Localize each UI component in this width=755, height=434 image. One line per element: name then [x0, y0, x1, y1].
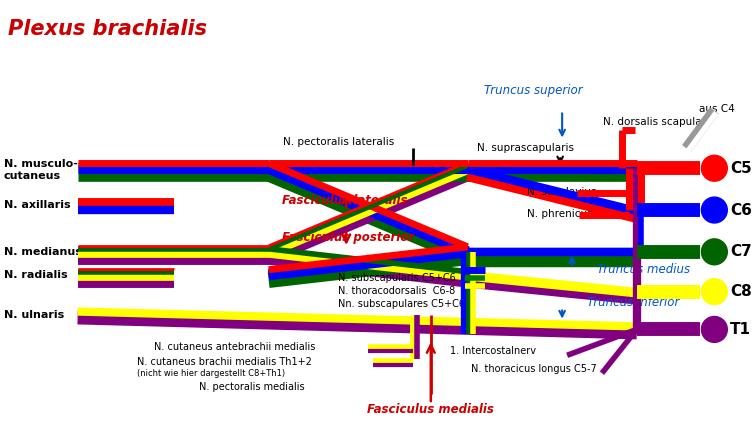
Circle shape [701, 279, 727, 305]
Text: C6: C6 [730, 203, 752, 217]
Circle shape [701, 316, 727, 342]
Text: N. musculo-: N. musculo- [4, 159, 78, 169]
Text: C5: C5 [730, 161, 752, 176]
Text: Fasciculus posterior: Fasciculus posterior [282, 231, 414, 244]
Text: N. cutaneus brachii medialis Th1+2: N. cutaneus brachii medialis Th1+2 [137, 357, 312, 367]
Text: Fasciculus lateralis: Fasciculus lateralis [282, 194, 407, 207]
Text: Truncus inferior: Truncus inferior [587, 296, 680, 309]
Text: T1: T1 [730, 322, 751, 337]
Text: aus C4: aus C4 [699, 104, 735, 114]
Text: N. pectoralis medialis: N. pectoralis medialis [199, 382, 304, 392]
Text: Truncus medius: Truncus medius [597, 263, 690, 276]
Circle shape [701, 155, 727, 181]
Text: N. suprascapularis: N. suprascapularis [477, 143, 574, 153]
Text: N. subclavius: N. subclavius [527, 187, 596, 197]
Text: N. dorsalis scapulae: N. dorsalis scapulae [603, 118, 708, 128]
Text: N. phrenicus: N. phrenicus [527, 209, 593, 219]
Text: Plexus brachialis: Plexus brachialis [8, 19, 207, 39]
Text: N. ulnaris: N. ulnaris [4, 309, 64, 319]
Text: N. medianus: N. medianus [4, 247, 82, 257]
Text: Truncus superior: Truncus superior [484, 84, 583, 97]
Circle shape [701, 239, 727, 265]
Circle shape [701, 197, 727, 223]
Text: N. radialis: N. radialis [4, 270, 68, 279]
Text: C7: C7 [730, 244, 752, 260]
Text: Fasciculus medialis: Fasciculus medialis [368, 402, 495, 415]
Text: N. axillaris: N. axillaris [4, 200, 71, 210]
Text: Nn. subscapulares C5+C6: Nn. subscapulares C5+C6 [338, 299, 465, 309]
Text: N. subscapularis C5+C6: N. subscapularis C5+C6 [338, 273, 456, 283]
Text: 1. Intercostalnerv: 1. Intercostalnerv [450, 346, 536, 356]
Text: N. cutaneus antebrachii medialis: N. cutaneus antebrachii medialis [154, 342, 316, 352]
Text: C8: C8 [730, 284, 752, 299]
Text: (nicht wie hier dargestellt C8+Th1): (nicht wie hier dargestellt C8+Th1) [137, 369, 285, 378]
Text: N. thoracodorsalis  C6-8: N. thoracodorsalis C6-8 [338, 286, 455, 296]
Text: N. pectoralis lateralis: N. pectoralis lateralis [282, 138, 394, 148]
Text: N. thoracicus longus C5-7: N. thoracicus longus C5-7 [470, 364, 596, 374]
Text: cutaneus: cutaneus [4, 171, 61, 181]
